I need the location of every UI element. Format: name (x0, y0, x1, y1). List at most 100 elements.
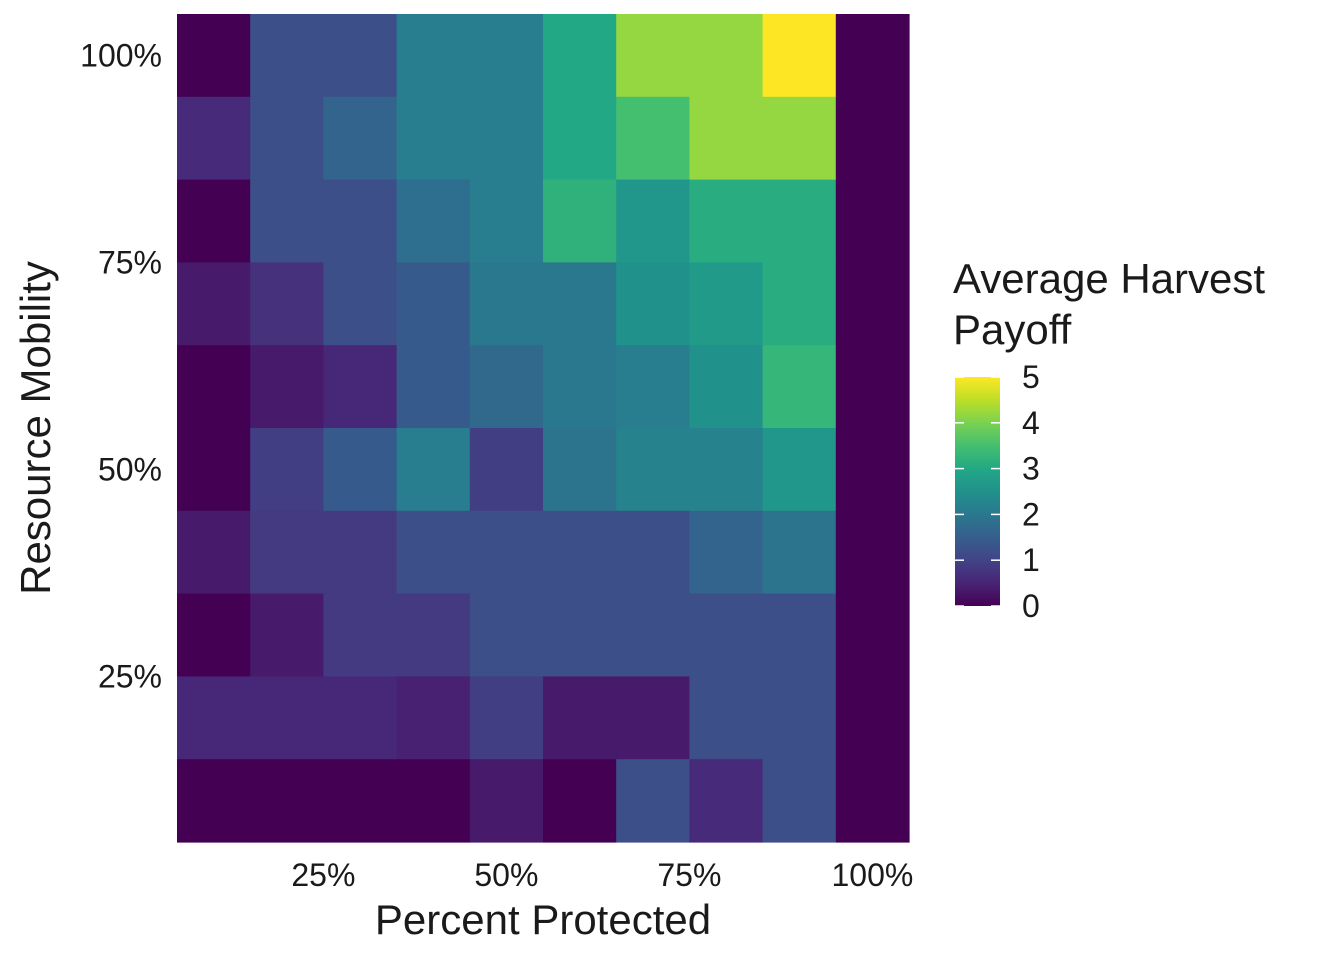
heatmap-cell-r2-c6 (616, 179, 690, 263)
heatmap-cell-r5-c6 (616, 428, 690, 512)
heatmap-cell-r9-c1 (250, 759, 324, 843)
heatmap-cell-r4-c6 (616, 345, 690, 429)
heatmap-cell-r1-c1 (250, 96, 324, 181)
heatmap-cell-r9-c3 (396, 759, 471, 843)
y-axis-ticks: 100% 75% 50% 25% (80, 37, 162, 694)
heatmap-cell-r1-c8 (762, 96, 837, 181)
heatmap-cell-r0-c2 (323, 14, 398, 98)
heatmap-cell-r7-c6 (616, 593, 690, 677)
heatmap-cell-r4-c8 (762, 345, 837, 429)
heatmap-cell-r0-c0 (177, 14, 251, 98)
heatmap-cell-r4-c2 (323, 345, 398, 429)
heatmap-cell-r4-c3 (396, 345, 471, 429)
heatmap-cell-r7-c8 (762, 593, 837, 677)
heatmap-cell-r9-c0 (177, 759, 251, 843)
heatmap-cell-r3-c6 (616, 262, 690, 346)
heatmap-cell-r0-c5 (543, 14, 617, 98)
heatmap-cell-r6-c5 (543, 510, 617, 595)
x-tick-label: 25% (291, 857, 355, 893)
heatmap-cell-r4-c1 (250, 345, 324, 429)
heatmap-cell-r8-c5 (543, 676, 617, 760)
heatmap-cell-r8-c4 (469, 676, 544, 760)
heatmap-cell-r2-c4 (469, 179, 544, 263)
heatmap-cell-r5-c7 (689, 428, 764, 512)
heatmap-cell-r8-c8 (762, 676, 837, 760)
heatmap-cell-r7-c0 (177, 593, 251, 677)
heatmap-cell-r1-c9 (835, 96, 910, 181)
heatmap-cell-r3-c0 (177, 262, 251, 346)
heatmap-cell-r8-c7 (689, 676, 764, 760)
heatmap-cell-r5-c4 (469, 428, 544, 512)
heatmap-cell-r8-c3 (396, 676, 471, 760)
legend-tick-label: 0 (1022, 588, 1040, 624)
heatmap-cell-r0-c4 (469, 14, 544, 98)
y-tick-label: 50% (98, 451, 162, 487)
legend-tick-label: 5 (1022, 359, 1040, 395)
heatmap-cell-r1-c0 (177, 96, 251, 181)
heatmap-cell-r4-c4 (469, 345, 544, 429)
heatmap-cell-r9-c6 (616, 759, 690, 843)
y-tick-label: 25% (98, 658, 162, 694)
heatmap-cell-r5-c9 (835, 428, 910, 512)
heatmap-cell-r3-c8 (762, 262, 837, 346)
legend-title-line-2: Payoff (953, 306, 1072, 353)
heatmap-cell-r2-c9 (835, 179, 910, 263)
heatmap-cell-r6-c7 (689, 510, 764, 595)
legend-colorbar (955, 377, 1000, 606)
heatmap-cell-r0-c8 (762, 14, 837, 98)
heatmap-cell-r9-c2 (323, 759, 398, 843)
heatmap-cell-r6-c8 (762, 510, 837, 595)
y-tick-label: 75% (98, 244, 162, 280)
heatmap-cell-r5-c0 (177, 428, 251, 512)
heatmap-cell-r1-c5 (543, 96, 617, 181)
x-axis-ticks: 25% 50% 75% 100% (291, 857, 913, 893)
heatmap-cell-r5-c5 (543, 428, 617, 512)
heatmap-cell-r7-c3 (396, 593, 471, 677)
heatmap-cell-r7-c7 (689, 593, 764, 677)
heatmap-cell-r4-c7 (689, 345, 764, 429)
heatmap-cell-r8-c6 (616, 676, 690, 760)
legend-tick-label: 3 (1022, 451, 1040, 487)
heatmap-cell-r5-c8 (762, 428, 837, 512)
heatmap-cell-r2-c5 (543, 179, 617, 263)
heatmap-cell-r0-c1 (250, 14, 324, 98)
heatmap-cell-r3-c4 (469, 262, 544, 346)
heatmap-cell-r7-c5 (543, 593, 617, 677)
heatmap-cell-r1-c4 (469, 96, 544, 181)
heatmap-cell-r4-c5 (543, 345, 617, 429)
heatmap-cell-r9-c9 (835, 759, 910, 843)
heatmap-cell-r7-c4 (469, 593, 544, 677)
heatmap-cell-r6-c6 (616, 510, 690, 595)
y-axis-title: Resource Mobility (12, 261, 59, 595)
heatmap-cell-r3-c1 (250, 262, 324, 346)
heatmap-cell-r7-c2 (323, 593, 398, 677)
heatmap-cell-r0-c3 (396, 14, 471, 98)
heatmap-cell-r8-c2 (323, 676, 398, 760)
heatmap-cell-r3-c2 (323, 262, 398, 346)
x-tick-label: 100% (831, 857, 913, 893)
heatmap-cell-r2-c7 (689, 179, 764, 263)
heatmap-cell-r6-c9 (835, 510, 910, 595)
x-tick-label: 50% (474, 857, 538, 893)
heatmap-cell-r9-c8 (762, 759, 837, 843)
legend-ticks: 5 4 3 2 1 0 (955, 359, 1040, 624)
heatmap-cell-r4-c0 (177, 345, 251, 429)
heatmap-cell-r6-c0 (177, 510, 251, 595)
legend-tick-label: 2 (1022, 496, 1040, 532)
y-tick-label: 100% (80, 37, 162, 73)
legend-tick-label: 4 (1022, 405, 1040, 441)
heatmap-cell-r2-c3 (396, 179, 471, 263)
heatmap-cell-r6-c1 (250, 510, 324, 595)
heatmap-cell-r0-c7 (689, 14, 764, 98)
legend-title-line-1: Average Harvest (953, 255, 1265, 302)
heatmap-cell-r4-c9 (835, 345, 910, 429)
heatmap-cell-r0-c6 (616, 14, 690, 98)
heatmap-cells (177, 14, 910, 843)
heatmap-cell-r7-c1 (250, 593, 324, 677)
heatmap-cell-r6-c2 (323, 510, 398, 595)
heatmap-cell-r6-c3 (396, 510, 471, 595)
heatmap-cell-r7-c9 (835, 593, 910, 677)
x-axis-title: Percent Protected (375, 896, 711, 943)
